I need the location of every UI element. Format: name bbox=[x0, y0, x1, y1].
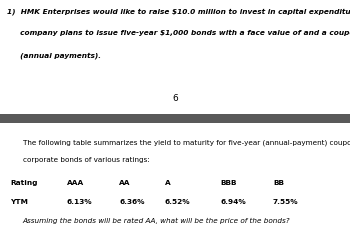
Text: The following table summarizes the yield to maturity for five-year (annual-payme: The following table summarizes the yield… bbox=[23, 139, 350, 146]
Text: corporate bonds of various ratings:: corporate bonds of various ratings: bbox=[23, 157, 150, 163]
Text: 6: 6 bbox=[172, 94, 178, 103]
Text: (annual payments).: (annual payments). bbox=[7, 52, 101, 59]
Text: BB: BB bbox=[273, 180, 284, 186]
Text: Assuming the bonds will be rated AA, what will be the price of the bonds?: Assuming the bonds will be rated AA, wha… bbox=[23, 218, 290, 224]
FancyBboxPatch shape bbox=[0, 114, 350, 123]
Text: 1)  HMK Enterprises would like to raise $10.0 million to invest in capital expen: 1) HMK Enterprises would like to raise $… bbox=[7, 8, 350, 15]
Text: BBB: BBB bbox=[220, 180, 237, 186]
Text: 6.13%: 6.13% bbox=[66, 199, 92, 205]
Text: AA: AA bbox=[119, 180, 131, 186]
Text: YTM: YTM bbox=[10, 199, 28, 205]
Text: 6.36%: 6.36% bbox=[119, 199, 145, 205]
Text: 7.55%: 7.55% bbox=[273, 199, 299, 205]
Text: 6.52%: 6.52% bbox=[164, 199, 190, 205]
Text: 6.94%: 6.94% bbox=[220, 199, 246, 205]
Text: company plans to issue five-year $1,000 bonds with a face value of and a coupon : company plans to issue five-year $1,000 … bbox=[7, 30, 350, 36]
Text: Rating: Rating bbox=[10, 180, 38, 186]
Text: A: A bbox=[164, 180, 170, 186]
Text: AAA: AAA bbox=[66, 180, 84, 186]
